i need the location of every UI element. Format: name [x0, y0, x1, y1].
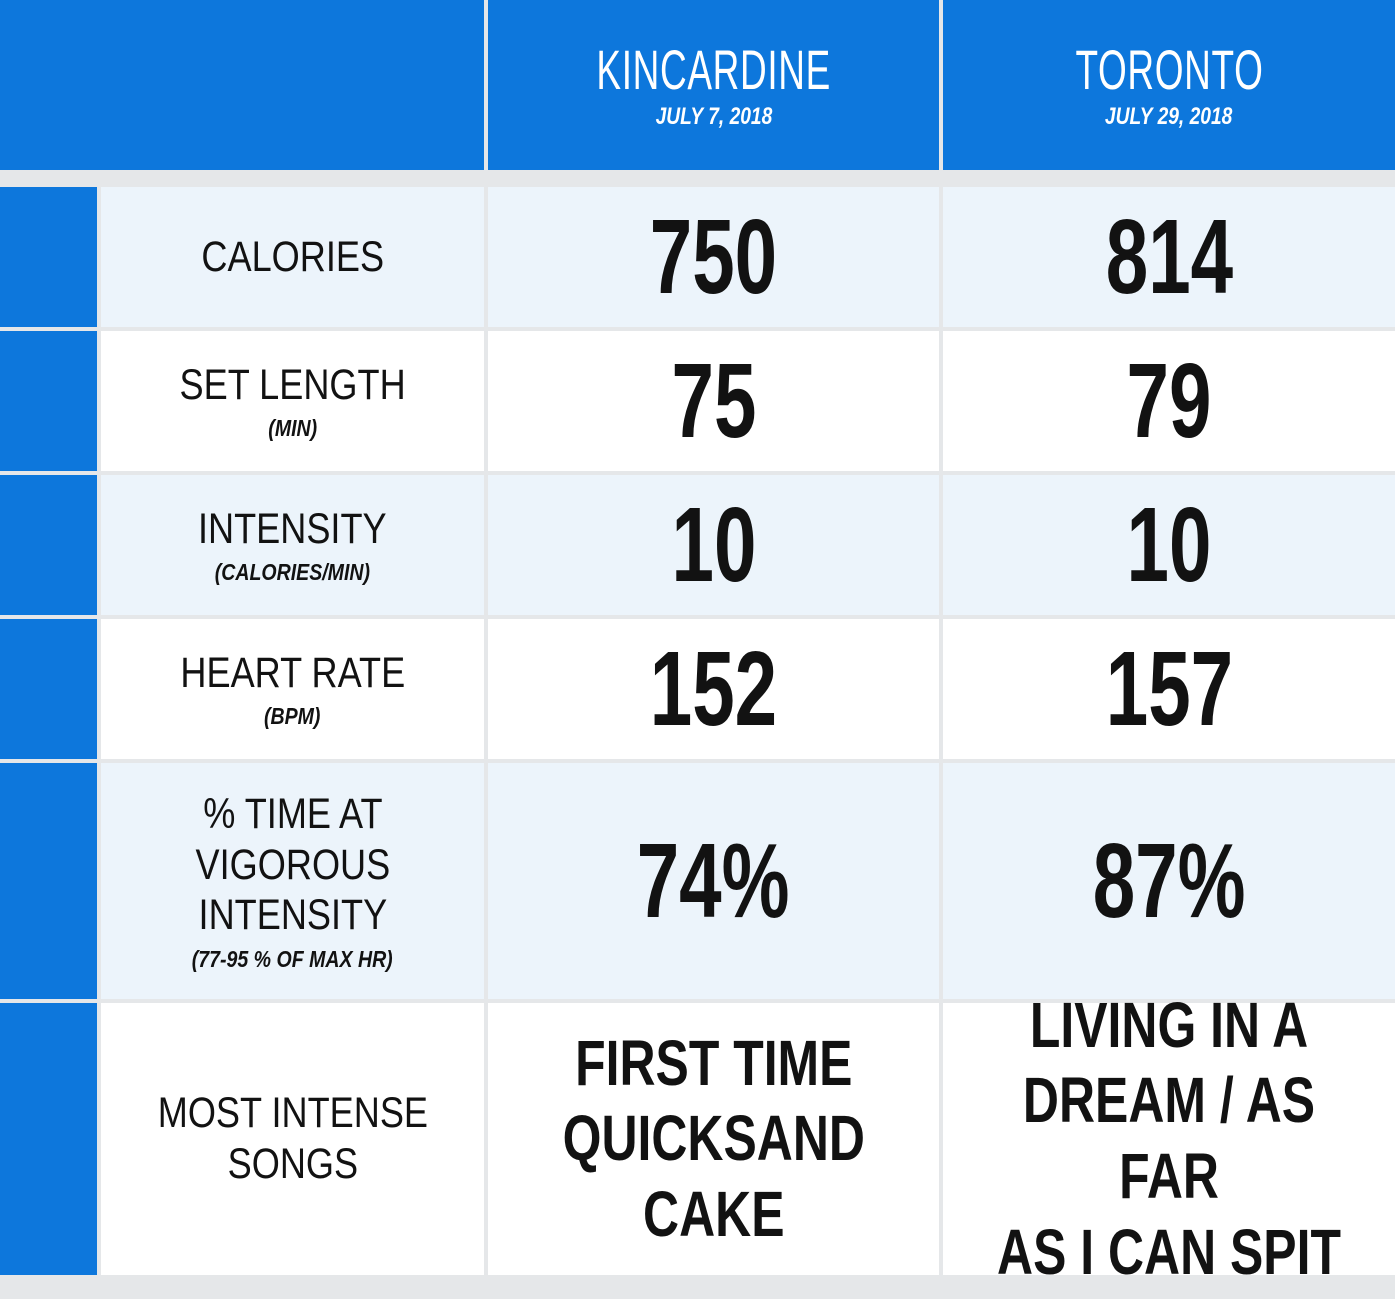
value-cell-vigorous-toronto: 87% [943, 763, 1395, 999]
value-cell-heart-rate-toronto: 157 [943, 619, 1395, 759]
value-cell-heart-rate-kincardine: 152 [488, 619, 939, 759]
metric-label: CALORIES [201, 232, 384, 281]
column-header-toronto: TORONTO JULY 29, 2018 [943, 0, 1395, 170]
row-accent-bar [0, 763, 97, 999]
column-header-kincardine: KINCARDINE JULY 7, 2018 [488, 0, 939, 170]
header-corner-cell [0, 0, 484, 170]
value-cell-set-length-toronto: 79 [943, 331, 1395, 471]
row-accent-bar [0, 619, 97, 759]
metric-value: 814 [1105, 198, 1233, 316]
metric-label: HEART RATE [180, 648, 405, 697]
metric-sublabel: (BPM) [264, 703, 321, 730]
metric-label: % TIME AT VIGOROUS INTENSITY [195, 789, 390, 940]
metric-label-cell-calories: CALORIES [101, 187, 484, 327]
value-cell-intensity-toronto: 10 [943, 475, 1395, 615]
metric-value: 79 [1126, 342, 1212, 460]
value-cell-songs-kincardine: FIRST TIME QUICKSAND CAKE [488, 1003, 939, 1275]
metric-value: 10 [1126, 486, 1212, 604]
metric-label-cell-heart-rate: HEART RATE (BPM) [101, 619, 484, 759]
metric-value-songs: LIVING IN A DREAM / AS FAR AS I CAN SPIT [997, 988, 1341, 1288]
metric-label: SET LENGTH [179, 360, 406, 409]
metric-label-cell-intensity: INTENSITY (CALORIES/MIN) [101, 475, 484, 615]
column-header-city: KINCARDINE [596, 37, 831, 101]
metric-value: 152 [649, 630, 778, 748]
metric-value: 75 [671, 342, 756, 460]
row-accent-bar [0, 475, 97, 615]
row-accent-bar [0, 331, 97, 471]
value-cell-vigorous-kincardine: 74% [488, 763, 939, 999]
metric-label: MOST INTENSE SONGS [157, 1089, 428, 1188]
metric-value: 157 [1105, 630, 1233, 748]
metric-value: 74% [637, 822, 790, 940]
row-accent-bar [0, 1003, 97, 1275]
metric-value: 10 [671, 486, 756, 604]
column-header-date: JULY 29, 2018 [1105, 103, 1233, 131]
value-cell-intensity-kincardine: 10 [488, 475, 939, 615]
metric-sublabel: (77-95 % OF MAX HR) [192, 946, 393, 973]
column-header-date: JULY 7, 2018 [655, 103, 772, 131]
column-header-city: TORONTO [1074, 37, 1264, 101]
value-cell-songs-toronto: LIVING IN A DREAM / AS FAR AS I CAN SPIT [943, 989, 1395, 1288]
metric-value: 750 [649, 198, 778, 316]
metric-label-cell-most-intense-songs: MOST INTENSE SONGS [101, 1003, 484, 1275]
metric-sublabel: (CALORIES/MIN) [214, 559, 371, 586]
value-cell-calories-kincardine: 750 [488, 187, 939, 327]
metric-value-songs: FIRST TIME QUICKSAND CAKE [562, 1026, 865, 1250]
metric-label-cell-set-length: SET LENGTH (MIN) [101, 331, 484, 471]
value-cell-calories-toronto: 814 [943, 187, 1395, 327]
metric-label-cell-vigorous-intensity: % TIME AT VIGOROUS INTENSITY (77-95 % OF… [101, 763, 484, 999]
value-cell-set-length-kincardine: 75 [488, 331, 939, 471]
header-gap [0, 174, 1395, 183]
row-accent-bar [0, 187, 97, 327]
metric-label: INTENSITY [198, 504, 387, 553]
metric-sublabel: (MIN) [268, 415, 317, 442]
metric-value: 87% [1092, 822, 1246, 940]
